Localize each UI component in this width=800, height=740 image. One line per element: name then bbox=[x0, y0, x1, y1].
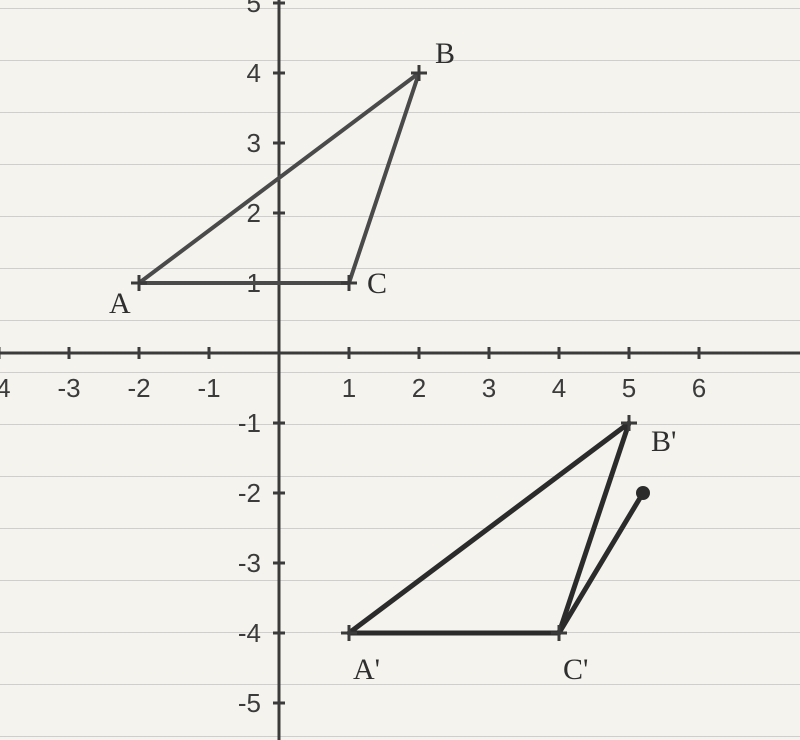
y-tick-label: 4 bbox=[247, 58, 261, 88]
x-tick-label: 6 bbox=[692, 373, 706, 403]
y-tick-label: -4 bbox=[238, 618, 261, 648]
ptA-label: A bbox=[109, 287, 131, 320]
point-b-prime-dot bbox=[636, 486, 650, 500]
point-c-prime: C' bbox=[551, 625, 588, 686]
y-tick-label: -1 bbox=[238, 408, 261, 438]
ptB-label: B bbox=[435, 37, 455, 70]
y-tick-label: 3 bbox=[247, 128, 261, 158]
point-c: C bbox=[341, 267, 387, 300]
x-tick-label: 4 bbox=[552, 373, 566, 403]
y-tick-label: -2 bbox=[238, 478, 261, 508]
ptBp-label: B' bbox=[651, 425, 676, 458]
coordinate-plane: -4-3-2-1123456 654321-1-2-3-4-5-6 A B C … bbox=[0, 0, 800, 740]
x-tick-label: 3 bbox=[482, 373, 496, 403]
x-tick-label: 1 bbox=[342, 373, 356, 403]
x-tick-label: 2 bbox=[412, 373, 426, 403]
triangle-a-prime-b-prime-c-prime bbox=[349, 423, 629, 633]
x-tick-label: -1 bbox=[197, 373, 220, 403]
ptAp-label: A' bbox=[353, 653, 380, 686]
point-b-prime: B' bbox=[621, 415, 676, 458]
notebook-page: -4-3-2-1123456 654321-1-2-3-4-5-6 A B C … bbox=[0, 0, 800, 740]
ptC-label: C bbox=[367, 267, 387, 300]
point-b: B bbox=[411, 37, 455, 81]
y-tick-label: -3 bbox=[238, 548, 261, 578]
x-tick-label: -2 bbox=[127, 373, 150, 403]
ptCp-label: C' bbox=[563, 653, 588, 686]
y-tick-label: 5 bbox=[247, 0, 261, 18]
point-a: A bbox=[109, 275, 147, 320]
x-tick-label: -3 bbox=[57, 373, 80, 403]
x-tick-label: -4 bbox=[0, 373, 11, 403]
y-tick-label: -5 bbox=[238, 688, 261, 718]
x-tick-label: 5 bbox=[622, 373, 636, 403]
x-axis-ticks: -4 -3 -2 -1 1 2 3 4 5 6 bbox=[0, 347, 706, 403]
